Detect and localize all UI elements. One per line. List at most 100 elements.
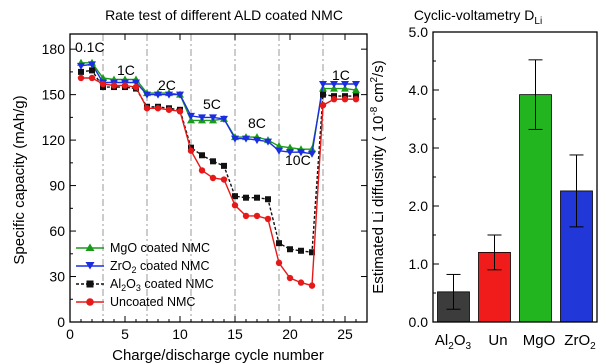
data-point [187,147,195,154]
diffusivity-chart-title: Cyclic-voltametry DLi [414,7,542,27]
data-point [209,114,217,122]
legend-entry-zro2: ZrO2 coated NMC [76,259,210,275]
rate-y-tick-label: 90 [49,178,65,194]
legend-label-mgo: MgO coated NMC [110,241,210,255]
data-point [221,162,227,169]
data-point [276,240,282,247]
rate-label-1: 1C [117,62,135,78]
data-point [78,68,84,75]
rate-x-tick-label: 20 [282,326,298,342]
data-point [286,149,294,157]
series-1 [77,61,360,158]
data-point [341,95,349,103]
data-point [330,81,338,89]
rate-y-axis-label: Specific capacity (mAh/g) [11,95,28,264]
data-point [231,135,239,143]
data-point [154,105,162,112]
data-point [319,81,327,89]
bar-2 [519,94,552,323]
diffusivity-bars [437,59,593,323]
data-point [308,145,316,153]
rate-series-group [77,58,360,289]
series-3 [77,74,360,289]
data-point [275,142,283,150]
rate-chart-title: Rate test of different ALD coated NMC [105,7,343,23]
rate-label-2: 2C [158,77,176,93]
data-point [275,259,283,267]
data-point [352,95,360,103]
data-point [209,174,217,182]
rate-plot-frame [69,33,368,323]
data-point [121,82,129,89]
data-point [187,112,195,120]
diffusivity-axis-ticks: 0.0 1.0 2.0 3.0 4.0 5.0 [409,24,439,330]
rate-x-axis-label: Charge/discharge cycle number [112,347,324,364]
rate-y-tick-label: 120 [42,132,66,148]
data-point [99,80,107,88]
data-point [297,279,305,286]
circle-marker [86,298,94,306]
data-point [110,82,118,89]
diffusivity-title-main: Cyclic-voltametry D [414,7,535,23]
rate-y-tick-label: 30 [49,269,65,285]
rate-x-tick-label: 0 [66,326,74,342]
data-point [265,196,271,203]
data-point [330,95,338,103]
data-point [132,83,140,91]
data-point [330,84,338,92]
data-point [286,143,294,151]
data-point [264,138,272,146]
data-point [89,67,95,74]
category-label-al2o3: Al2O3 [435,332,472,352]
legend-label-zro2: ZrO2 coated NMC [110,259,210,275]
rate-legend: MgO coated NMC ZrO2 coated NMC Al2O3 coa… [76,241,214,309]
data-point [220,176,228,183]
data-point [77,62,85,70]
rate-label-0: 0.1C [75,39,105,55]
rate-x-tick-label: 10 [172,326,188,342]
data-point [199,152,205,159]
diffusivity-y-tick-label: 1.0 [409,256,429,272]
legend-label-al2o3: Al2O3 coated NMC [110,277,214,293]
data-point [198,114,206,122]
legend-entry-mgo: MgO coated NMC [76,241,210,255]
rate-x-tick-label: 15 [227,326,243,342]
data-point [232,193,238,200]
diffusivity-y-tick-label: 2.0 [409,198,429,214]
data-point [242,135,250,143]
rate-x-tick-label: 5 [121,326,129,342]
data-point [341,84,349,92]
legend-entry-uncoated: Uncoated NMC [76,295,195,309]
data-point [210,158,216,165]
legend-entry-al2o3: Al2O3 coated NMC [76,277,214,293]
data-point [198,167,206,174]
rate-y-tick-label: 60 [49,223,65,239]
data-point [298,247,304,254]
data-point [165,106,173,113]
data-point [242,212,250,220]
data-point [254,194,260,201]
rate-label-6: 1C [332,67,350,83]
data-point [308,150,316,158]
data-point [143,105,151,112]
diffusivity-title-sub: Li [534,16,542,27]
data-point [88,61,96,69]
data-point [143,91,151,99]
data-point [88,74,96,82]
data-point [275,147,283,155]
data-point [341,81,349,89]
data-point [231,202,239,209]
diffusivity-chart: Cyclic-voltametry DLi 0.0 1.0 2.0 3.0 4.0 5.0… [369,7,598,352]
rate-y-tick-label: 150 [42,87,66,103]
data-point [352,86,360,94]
category-label-zro2: ZrO2 [564,332,596,352]
square-marker [86,280,94,288]
category-label-un: Un [488,332,507,349]
data-point [176,91,184,99]
category-label-mgo: MgO [523,332,556,349]
rate-label-5: 10C [285,152,311,168]
diffusivity-y-tick-label: 3.0 [409,140,429,156]
rate-test-chart: Rate test of different ALD coated NMC 0 5… [11,7,368,364]
data-point [319,102,327,109]
data-point [264,215,272,223]
